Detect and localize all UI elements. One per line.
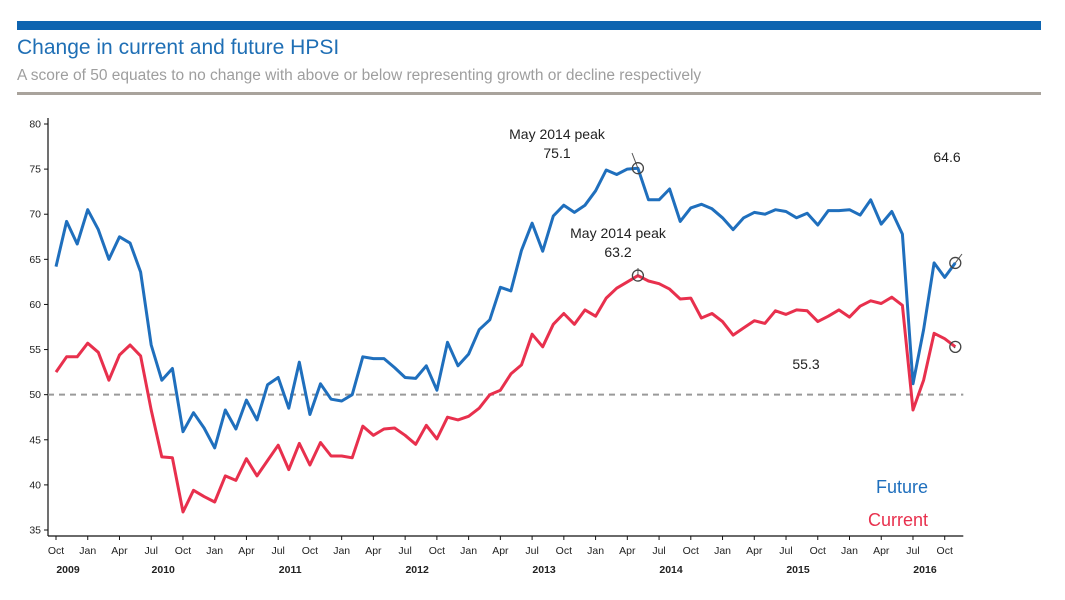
series-line-current xyxy=(54,274,957,514)
series-line-future xyxy=(54,166,957,450)
y-tick-label: 80 xyxy=(29,119,41,131)
x-tick-label: Oct xyxy=(302,545,318,557)
y-tick-label: 75 xyxy=(29,164,41,176)
year-label: 2013 xyxy=(532,564,556,576)
y-tick-label: 40 xyxy=(29,479,41,491)
y-tick-label: 35 xyxy=(29,525,41,537)
legend-item-future: Future xyxy=(876,477,928,497)
annotation-label: 64.6 xyxy=(933,149,960,165)
annotation-label: May 2014 peak xyxy=(570,225,667,241)
x-tick-label: Oct xyxy=(937,545,953,557)
x-tick-label: Oct xyxy=(683,545,699,557)
y-tick-label: 50 xyxy=(29,389,41,401)
chart-subtitle: A score of 50 equates to no change with … xyxy=(17,67,702,84)
x-tick-label: Apr xyxy=(111,545,128,557)
x-tick-label: Apr xyxy=(365,545,382,557)
header-divider xyxy=(17,92,1041,95)
annotation-label: May 2014 peak xyxy=(509,126,606,142)
series-lines xyxy=(54,166,957,514)
x-tick-label: Jan xyxy=(460,545,477,557)
annotation-marker xyxy=(949,256,962,270)
y-tick-label: 55 xyxy=(29,344,41,356)
x-tick-label: Jul xyxy=(779,545,792,557)
x-tick-label: Jul xyxy=(145,545,158,557)
x-tick-label: Jan xyxy=(333,545,350,557)
annotation-leader xyxy=(631,152,639,169)
x-tick-label: Apr xyxy=(619,545,636,557)
x-tick-label: Jul xyxy=(652,545,665,557)
y-tick-label: 45 xyxy=(29,434,41,446)
annotation-label: 55.3 xyxy=(792,356,819,372)
annotation-marker xyxy=(631,269,645,282)
legend: Future Current xyxy=(868,477,928,530)
x-tick-label: Oct xyxy=(556,545,572,557)
x-tick-label: Jan xyxy=(714,545,731,557)
x-tick-label: Jul xyxy=(398,545,411,557)
x-tick-label: Jan xyxy=(79,545,96,557)
y-tick-label: 60 xyxy=(29,299,41,311)
x-tick-label: Apr xyxy=(873,545,890,557)
annotation-leader xyxy=(953,346,956,349)
year-label: 2011 xyxy=(279,564,302,576)
year-label: 2012 xyxy=(405,564,429,576)
x-tick-label: Jul xyxy=(271,545,284,557)
year-label: 2010 xyxy=(152,564,176,576)
chart-axes: 35 40 45 50 55 60 65 70 75 80 Oct Jan Apr Jul Oct Jan Ap… xyxy=(29,118,964,576)
year-label: 2016 xyxy=(913,564,937,576)
annotation-value: 75.1 xyxy=(543,145,570,161)
annotation-value: 63.2 xyxy=(604,244,631,260)
x-tick-label: Oct xyxy=(48,545,64,557)
year-label: 2014 xyxy=(659,564,683,576)
year-label: 2015 xyxy=(786,564,810,576)
x-tick-label: Apr xyxy=(492,545,509,557)
annotation-marker xyxy=(949,340,962,353)
legend-item-current: Current xyxy=(868,510,928,530)
x-tick-label: Jan xyxy=(587,545,604,557)
x-tick-label: Oct xyxy=(810,545,826,557)
x-tick-label: Apr xyxy=(238,545,255,557)
x-tick-label: Jan xyxy=(206,545,223,557)
annotation-marker xyxy=(631,162,645,175)
header-accent-bar xyxy=(17,21,1041,30)
x-tick-label: Jul xyxy=(906,545,919,557)
year-label: 2009 xyxy=(56,564,80,576)
chart-title: Change in current and future HPSI xyxy=(17,36,340,59)
annotations: May 2014 peak 75.1 May 2014 peak 63.2 64.6 55… xyxy=(509,126,963,372)
y-tick-label: 70 xyxy=(29,209,41,221)
x-tick-label: Oct xyxy=(429,545,445,557)
y-tick-label: 65 xyxy=(29,254,41,266)
x-tick-label: Oct xyxy=(175,545,191,557)
x-tick-label: Jul xyxy=(525,545,538,557)
x-tick-label: Apr xyxy=(746,545,763,557)
x-tick-label: Jan xyxy=(841,545,858,557)
